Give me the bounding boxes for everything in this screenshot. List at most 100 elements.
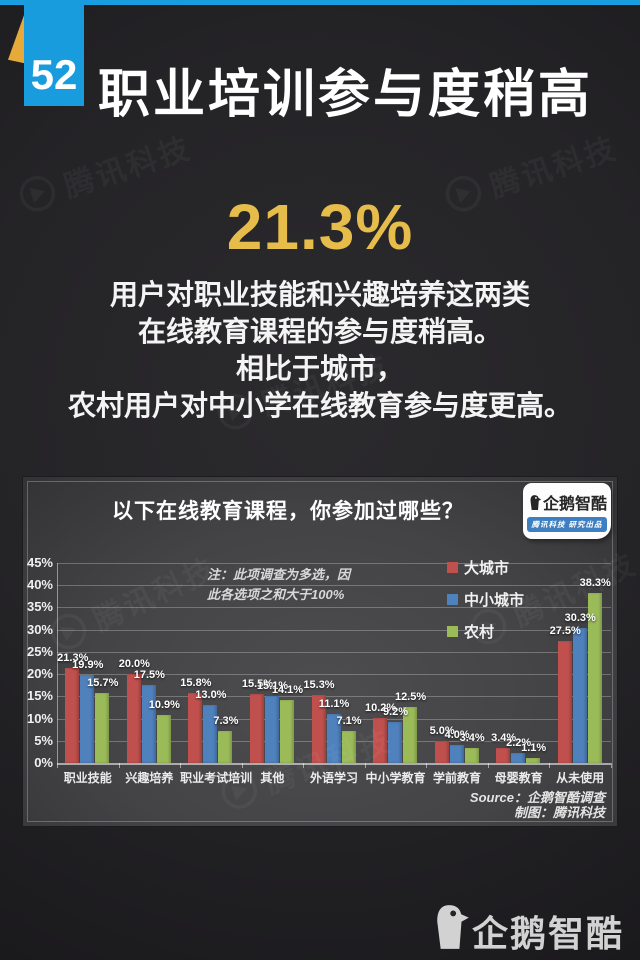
y-axis-line xyxy=(57,563,58,763)
bar-中小城市 xyxy=(264,695,279,763)
footer-brand-logo: 企鹅智酷 xyxy=(428,902,624,952)
y-tick-label: 20% xyxy=(26,666,53,682)
gridline xyxy=(57,629,611,631)
brand-badge-tagline: 腾讯科技 研究出品 xyxy=(527,517,607,532)
bar-大城市 xyxy=(249,694,264,763)
body-text: 用户对职业技能和兴趣培养这两类 在线教育课程的参与度稍高。 相比于城市， 农村用… xyxy=(0,276,640,424)
top-accent-strip xyxy=(0,0,640,5)
highlight-stat: 21.3% xyxy=(226,191,414,263)
x-axis-tick xyxy=(487,763,489,768)
bar-中小城市 xyxy=(572,628,587,763)
penguin-icon xyxy=(437,905,469,949)
bar-大城市 xyxy=(188,692,203,763)
bar-value-label: 7.1% xyxy=(336,715,362,728)
page-title: 职业培训参与度稍高 xyxy=(98,66,594,124)
category-label: 从未使用 xyxy=(556,771,605,785)
bar-value-label: 9.2% xyxy=(383,706,409,719)
chart-source: Source：企鹅智酷调查 制图：腾讯科技 xyxy=(470,790,605,820)
bar-大城市 xyxy=(496,747,511,763)
bar-中小城市 xyxy=(388,722,403,763)
legend-item: 中小城市 xyxy=(447,589,524,610)
body-line: 农村用户对中小学在线教育参与度更高。 xyxy=(67,390,572,421)
bar-value-label: 20.0% xyxy=(118,658,150,671)
bar-中小城市 xyxy=(511,753,526,763)
chart-legend: 大城市 中小城市 农村 xyxy=(447,557,524,642)
bar-中小城市 xyxy=(449,745,464,763)
brand-badge-row: 企鹅智酷 xyxy=(527,490,607,514)
bar-大城市 xyxy=(373,717,388,763)
category-label: 中小学教育 xyxy=(365,771,426,785)
gridline xyxy=(57,674,611,676)
category-label: 外语学习 xyxy=(309,771,358,785)
bar-value-label: 30.3% xyxy=(564,612,596,625)
body-line: 相比于城市， xyxy=(235,353,404,384)
bar-value-label: 3.4% xyxy=(459,731,485,744)
y-tick-label: 40% xyxy=(26,577,53,593)
bar-大城市 xyxy=(311,695,326,763)
category-label: 职业考试培训 xyxy=(180,771,253,785)
bar-value-label: 13.0% xyxy=(195,689,227,702)
gridline xyxy=(57,563,611,564)
x-axis-tick xyxy=(303,763,305,768)
bar-value-label: 4.0% xyxy=(444,729,470,742)
bar-农村 xyxy=(526,758,541,763)
bar-农村 xyxy=(341,731,356,763)
y-tick-label: 0% xyxy=(34,755,53,770)
bar-value-label: 10.2% xyxy=(364,701,397,714)
bar-中小城市 xyxy=(203,705,218,763)
gridline xyxy=(57,585,611,587)
bar-大城市 xyxy=(557,640,572,763)
gridline xyxy=(57,651,611,653)
legend-label: 大城市 xyxy=(464,560,510,577)
chart-title: 以下在线教育课程，你参加过哪些？ xyxy=(112,500,464,523)
bar-value-label: 27.5% xyxy=(549,624,581,637)
bar-中小城市 xyxy=(141,685,156,763)
penguin-icon xyxy=(530,494,542,510)
bar-大城市 xyxy=(434,740,449,763)
bar-中小城市 xyxy=(80,674,95,763)
source-line: 制图：腾讯科技 xyxy=(513,805,605,820)
bar-value-label: 15.1% xyxy=(256,679,289,692)
y-tick-label: 5% xyxy=(34,732,53,748)
legend-label: 中小城市 xyxy=(464,592,525,609)
category-label: 其他 xyxy=(260,771,285,785)
bar-value-label: 5.0% xyxy=(429,724,455,737)
bar-value-label: 14.1% xyxy=(271,684,304,697)
legend-swatch xyxy=(447,562,458,573)
legend-swatch xyxy=(447,626,458,637)
bar-value-label: 3.4% xyxy=(491,731,517,744)
footer-brand-text: 企鹅智酷 xyxy=(471,913,624,954)
page-number: 52 xyxy=(30,51,78,98)
source-line: Source：企鹅智酷调查 xyxy=(469,790,605,805)
legend-swatch xyxy=(447,594,458,605)
chart-note-line: 注：此项调查为多选，因 xyxy=(207,567,351,582)
x-axis-tick xyxy=(180,763,182,768)
bar-value-label: 2.2% xyxy=(506,737,532,750)
bar-农村 xyxy=(156,714,171,763)
bar-value-label: 17.5% xyxy=(133,669,165,682)
x-axis-tick xyxy=(426,763,428,768)
x-axis-tick xyxy=(241,763,243,768)
bar-农村 xyxy=(218,730,233,763)
category-label: 母婴教育 xyxy=(494,771,543,785)
body-line: 用户对职业技能和兴趣培养这两类 xyxy=(109,279,530,310)
bar-value-label: 38.3% xyxy=(579,576,611,589)
y-tick-label: 15% xyxy=(26,688,53,704)
bar-农村 xyxy=(403,707,418,763)
bar-value-label: 15.3% xyxy=(303,679,335,691)
y-tick-label: 10% xyxy=(26,710,53,726)
legend-item: 大城市 xyxy=(447,557,524,578)
bar-value-label: 11.1% xyxy=(318,697,350,710)
body-line: 在线教育课程的参与度稍高。 xyxy=(137,316,502,347)
y-tick-label: 45% xyxy=(26,555,53,570)
x-axis-tick xyxy=(364,763,366,768)
gridline xyxy=(57,696,611,698)
bar-chart-plot-area: 大城市 中小城市 农村 注：此项调查为多选，因 此各选项之和大于100% 0% 5% 1… xyxy=(27,555,612,770)
brand-badge: 企鹅智酷 腾讯科技 研究出品 xyxy=(523,483,611,539)
legend-label: 农村 xyxy=(464,624,495,641)
y-tick-label: 30% xyxy=(26,621,53,637)
x-axis-tick xyxy=(118,763,120,768)
x-axis-category-labels: 职业技能 兴趣培养 职业考试培训 其他 外语学习 中小学教育 学前教育 母婴教育 从未使用 xyxy=(57,769,611,786)
bar-value-label: 15.7% xyxy=(87,677,119,690)
bar-value-label: 12.5% xyxy=(394,691,427,704)
